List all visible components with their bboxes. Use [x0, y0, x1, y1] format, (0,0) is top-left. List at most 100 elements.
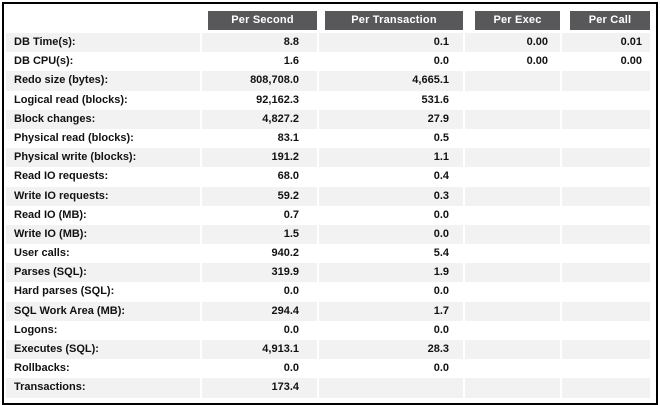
cell-per-call [560, 320, 650, 340]
cell-per-transaction: 1.1 [317, 148, 463, 168]
cell-per-call [560, 109, 650, 129]
row-label: Write IO requests: [14, 189, 109, 202]
table-row: Physical write (blocks): 191.2 1.1 [6, 148, 650, 168]
cell-per-transaction: 4,665.1 [317, 71, 463, 91]
row-label: Executes (SQL): [14, 343, 99, 355]
cell-per-second: 68.0 [200, 167, 317, 187]
cell-per-transaction: 0.0 [317, 359, 463, 379]
cell-per-second: 1.5 [200, 224, 317, 245]
cell-per-exec [463, 128, 560, 149]
cell-per-transaction: 0.1 [317, 33, 463, 53]
cell-per-second: 0.7 [200, 205, 317, 225]
cell-per-second: 294.4 [200, 301, 317, 321]
cell-per-exec [463, 244, 560, 264]
table-row: Executes (SQL): 4,913.1 28.3 [6, 340, 650, 360]
cell-per-exec [463, 301, 560, 321]
table-row: Write IO (MB): 1.5 0.0 [6, 224, 650, 245]
cell-per-transaction: 1.7 [317, 301, 463, 321]
cell-per-second: 4,913.1 [200, 340, 317, 360]
table-row: Rollbacks: 0.0 0.0 [6, 359, 650, 379]
cell-per-transaction: 0.5 [317, 128, 463, 149]
cell-per-call: 0.01 [560, 33, 650, 53]
cell-per-exec [463, 90, 560, 110]
table-row: Redo size (bytes): 808,708.0 4,665.1 [6, 71, 650, 91]
cell-per-call [560, 378, 650, 398]
cell-per-second: 191.2 [200, 148, 317, 168]
cell-per-exec [463, 224, 560, 245]
table-row: Hard parses (SQL): 0.0 0.0 [6, 282, 650, 302]
cell-per-call [560, 301, 650, 321]
row-label: Block changes: [14, 112, 96, 125]
row-label: User calls: [14, 247, 70, 260]
cell-per-transaction: 531.6 [317, 90, 463, 110]
cell-per-call: 0.00 [560, 52, 650, 72]
cell-per-exec [463, 186, 560, 206]
row-label: Physical write (blocks): [14, 151, 137, 164]
table-header-row: Per Second Per Transaction Per Exec Per … [6, 11, 650, 31]
row-label: Logons: [14, 323, 58, 336]
cell-per-second: 0.0 [200, 282, 317, 302]
cell-per-exec [463, 263, 560, 283]
row-label: Physical read (blocks): [14, 131, 134, 144]
cell-per-second: 319.9 [200, 263, 317, 283]
row-label: Hard parses (SQL): [14, 285, 115, 298]
cell-per-call [560, 186, 650, 206]
cell-per-transaction: 0.0 [317, 52, 463, 72]
cell-per-transaction: 0.4 [317, 167, 463, 187]
column-header-per-second: Per Second [200, 11, 317, 30]
cell-per-exec [463, 378, 560, 398]
cell-per-transaction: 0.0 [317, 320, 463, 340]
cell-per-call [560, 90, 650, 110]
cell-per-second: 1.6 [200, 52, 317, 72]
cell-per-call [560, 359, 650, 379]
cell-per-call [560, 282, 650, 302]
cell-per-call [560, 263, 650, 283]
cell-per-second: 59.2 [200, 186, 317, 206]
table-row: Read IO (MB): 0.7 0.0 [6, 205, 650, 225]
cell-per-second: 0.0 [200, 359, 317, 379]
cell-per-exec [463, 167, 560, 187]
table-row: Parses (SQL): 319.9 1.9 [6, 263, 650, 283]
cell-per-exec [463, 109, 560, 129]
cell-per-second: 173.4 [200, 378, 317, 398]
cell-per-exec [463, 320, 560, 340]
cell-per-call [560, 128, 650, 149]
table-row: SQL Work Area (MB): 294.4 1.7 [6, 301, 650, 321]
cell-per-exec [463, 359, 560, 379]
cell-per-exec: 0.00 [463, 33, 560, 53]
cell-per-second: 940.2 [200, 244, 317, 264]
row-label: Read IO requests: [14, 170, 109, 183]
cell-per-transaction: 0.0 [317, 224, 463, 245]
cell-per-second: 83.1 [200, 128, 317, 149]
column-header-per-transaction: Per Transaction [317, 11, 463, 30]
cell-per-transaction: 0.0 [317, 282, 463, 302]
cell-per-exec [463, 282, 560, 302]
row-label: Parses (SQL): [14, 266, 87, 279]
table-row: Transactions: 173.4 [6, 378, 650, 398]
cell-per-call [560, 167, 650, 187]
cell-per-second: 8.8 [200, 33, 317, 53]
cell-per-second: 808,708.0 [200, 71, 317, 91]
cell-per-exec [463, 205, 560, 225]
cell-per-call [560, 224, 650, 245]
row-label: Logical read (blocks): [14, 93, 128, 106]
row-label: DB CPU(s): [14, 55, 74, 68]
cell-per-call [560, 205, 650, 225]
cell-per-exec [463, 340, 560, 360]
table-row: Logons: 0.0 0.0 [6, 320, 650, 340]
cell-per-transaction: 28.3 [317, 340, 463, 360]
cell-per-second: 92,162.3 [200, 90, 317, 110]
cell-per-transaction [317, 378, 463, 398]
cell-per-transaction: 0.0 [317, 205, 463, 225]
cell-per-second: 4,827.2 [200, 109, 317, 129]
row-label: DB Time(s): [14, 36, 76, 48]
table-row: Physical read (blocks): 83.1 0.5 [6, 128, 650, 149]
cell-per-call [560, 71, 650, 91]
table-row: DB Time(s): 8.8 0.1 0.00 0.01 [6, 33, 650, 53]
table-row: User calls: 940.2 5.4 [6, 244, 650, 264]
cell-per-call [560, 244, 650, 264]
table-row: Read IO requests: 68.0 0.4 [6, 167, 650, 187]
row-label: SQL Work Area (MB): [14, 304, 126, 317]
row-label: Write IO (MB): [14, 227, 88, 240]
